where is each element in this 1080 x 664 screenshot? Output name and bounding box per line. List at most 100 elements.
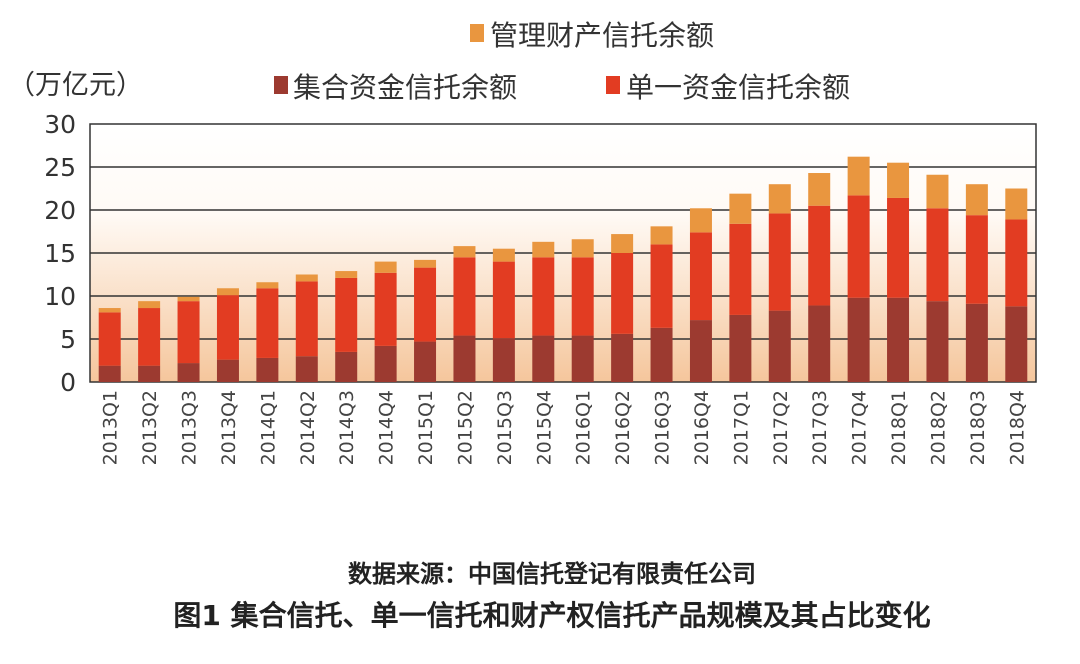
bar-segment-2016Q1-s1	[571, 257, 594, 336]
bar-segment-2016Q2-s2	[611, 234, 634, 253]
bar-segment-2013Q4-s1	[216, 295, 239, 360]
bar-segment-2016Q4-s1	[689, 232, 712, 321]
bar-segment-2015Q1-s0	[414, 341, 437, 382]
bar-segment-2016Q1-s2	[571, 239, 594, 258]
bar-segment-2013Q3-s1	[177, 301, 200, 364]
y-axis-label: （万亿元）	[8, 70, 143, 101]
x-tick-label: 2015Q3	[494, 390, 516, 465]
bar-segment-2013Q2-s0	[138, 365, 161, 382]
bar-segment-2013Q1-s1	[98, 312, 121, 366]
bar-segment-2018Q1-s1	[887, 197, 910, 298]
bar-segment-2018Q2-s0	[926, 301, 949, 382]
bar-segment-2016Q3-s2	[650, 226, 673, 245]
y-tick-label: 15	[44, 239, 76, 268]
bar-segment-2017Q1-s0	[729, 314, 752, 382]
bar-segment-2016Q3-s0	[650, 327, 673, 382]
bar-segment-2017Q3-s2	[808, 173, 831, 206]
x-tick-label: 2018Q1	[888, 390, 910, 465]
bar-segment-2017Q1-s1	[729, 223, 752, 315]
bar-segment-2013Q2-s1	[138, 308, 161, 366]
bar-segment-2015Q1-s1	[414, 267, 437, 342]
bar-segment-2018Q1-s2	[887, 162, 910, 198]
bar-segment-2014Q3-s2	[335, 271, 358, 278]
bar-segment-2014Q2-s0	[295, 356, 318, 382]
legend-swatch-collective	[274, 76, 288, 94]
x-tick-label: 2018Q2	[927, 390, 949, 465]
bar-segment-2015Q4-s0	[532, 335, 555, 382]
x-tick-label: 2013Q4	[218, 390, 240, 465]
x-tick-label: 2014Q1	[257, 390, 279, 465]
y-tick-label: 0	[60, 368, 76, 397]
x-tick-label: 2017Q1	[730, 390, 752, 465]
x-tick-label: 2013Q2	[139, 390, 161, 465]
bar-segment-2016Q1-s0	[571, 335, 594, 382]
bar-segment-2014Q3-s0	[335, 351, 358, 382]
bar-segment-2013Q2-s2	[138, 301, 161, 309]
bar-segment-2016Q2-s0	[611, 333, 634, 382]
bar-segment-2015Q2-s1	[453, 257, 476, 336]
y-tick-label: 20	[44, 196, 76, 225]
legend-label-mgmt: 管理财产信托余额	[490, 19, 714, 52]
bar-segment-2017Q2-s1	[768, 213, 791, 311]
bar-segment-2018Q3-s0	[965, 303, 988, 382]
bar-segment-2018Q3-s2	[965, 184, 988, 216]
bar-segment-2015Q4-s1	[532, 257, 555, 336]
bar-segment-2018Q4-s2	[1005, 188, 1028, 220]
x-tick-label: 2015Q4	[533, 390, 555, 465]
bar-segment-2017Q4-s1	[847, 195, 870, 298]
bar-segment-2015Q2-s2	[453, 246, 476, 258]
bar-segment-2016Q3-s1	[650, 244, 673, 328]
x-tick-label: 2016Q3	[652, 390, 674, 465]
bar-segment-2013Q4-s0	[216, 359, 239, 382]
bar-segment-2013Q3-s2	[177, 296, 200, 302]
y-tick-label: 10	[44, 282, 76, 311]
bar-segment-2014Q4-s2	[374, 261, 397, 273]
legend-label-single: 单一资金信托余额	[626, 71, 850, 104]
x-tick-label: 2015Q2	[454, 390, 476, 465]
bar-segment-2015Q1-s2	[414, 259, 437, 268]
bar-segment-2015Q4-s2	[532, 241, 555, 258]
x-tick-label: 2017Q4	[849, 390, 871, 465]
bar-segment-2015Q3-s0	[492, 338, 515, 382]
bar-segment-2013Q4-s2	[216, 288, 239, 296]
bar-segment-2017Q3-s0	[808, 305, 831, 382]
x-tick-label: 2014Q2	[297, 390, 319, 465]
x-tick-label: 2014Q3	[336, 390, 358, 465]
bar-segment-2017Q3-s1	[808, 205, 831, 306]
bar-segment-2014Q1-s1	[256, 288, 279, 358]
x-tick-label: 2017Q3	[809, 390, 831, 465]
bar-segment-2018Q3-s1	[965, 215, 988, 304]
x-tick-label: 2014Q4	[376, 390, 398, 465]
legend: 管理财产信托余额 集合资金信托余额 单一资金信托余额	[274, 19, 850, 104]
bar-segment-2018Q2-s2	[926, 174, 949, 209]
bar-segment-2014Q2-s2	[295, 274, 318, 282]
y-tick-label: 5	[60, 325, 76, 354]
bar-segment-2014Q1-s0	[256, 357, 279, 382]
bar-segment-2017Q2-s2	[768, 184, 791, 214]
bar-segment-2014Q3-s1	[335, 277, 358, 352]
bar-segment-2018Q4-s0	[1005, 306, 1028, 382]
x-tick-label: 2018Q3	[967, 390, 989, 465]
y-tick-label: 30	[44, 110, 76, 139]
bar-segment-2013Q1-s2	[98, 308, 121, 313]
bar-segment-2014Q4-s1	[374, 272, 397, 346]
legend-swatch-single	[606, 76, 620, 94]
bar-segment-2013Q3-s0	[177, 363, 200, 382]
bar-segment-2016Q4-s2	[689, 208, 712, 233]
bar-segment-2014Q1-s2	[256, 282, 279, 289]
bar-segment-2017Q2-s0	[768, 310, 791, 382]
x-tick-label: 2013Q3	[179, 390, 201, 465]
figure-caption: 图1 集合信托、单一信托和财产权信托产品规模及其占比变化	[173, 599, 930, 632]
bar-segment-2014Q4-s0	[374, 345, 397, 382]
bar-segment-2015Q2-s0	[453, 335, 476, 382]
bar-segment-2015Q3-s2	[492, 248, 515, 262]
bar-segment-2014Q2-s1	[295, 281, 318, 357]
bar-segment-2016Q4-s0	[689, 320, 712, 382]
x-tick-label: 2016Q1	[573, 390, 595, 465]
bar-segment-2017Q4-s0	[847, 297, 870, 382]
x-tick-label: 2017Q2	[770, 390, 792, 465]
bar-segment-2013Q1-s0	[98, 365, 121, 382]
x-tick-label: 2016Q4	[691, 390, 713, 465]
bar-segment-2018Q2-s1	[926, 208, 949, 302]
